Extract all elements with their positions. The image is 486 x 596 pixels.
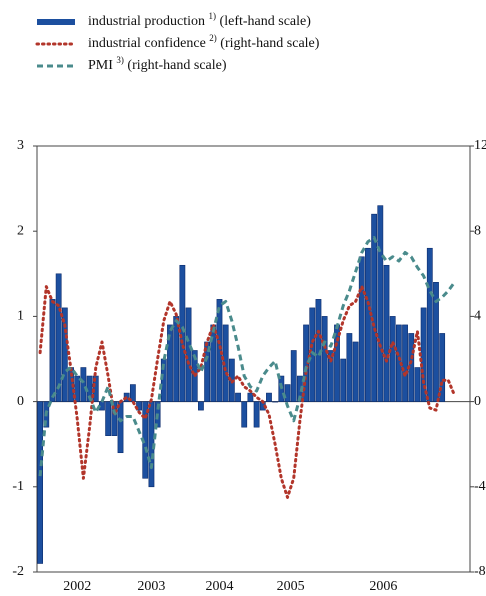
legend-label: PMI 3) (right-hand scale) bbox=[88, 55, 227, 73]
bar bbox=[266, 392, 272, 402]
legend-scale: (left-hand scale) bbox=[216, 14, 311, 29]
bar bbox=[105, 401, 112, 436]
legend-note: 3) bbox=[116, 55, 124, 65]
legend-note: 2) bbox=[209, 33, 217, 43]
bar bbox=[383, 264, 390, 402]
bar bbox=[253, 401, 260, 428]
bar bbox=[346, 333, 353, 402]
bar bbox=[173, 316, 180, 402]
bar bbox=[321, 316, 328, 402]
x-tick-label: 2003 bbox=[137, 579, 165, 594]
y2-tick-label: 12 bbox=[474, 138, 486, 153]
bar bbox=[402, 324, 408, 402]
bar bbox=[439, 333, 446, 402]
legend-note: 1) bbox=[209, 11, 217, 21]
legend-name: industrial confidence bbox=[88, 36, 209, 51]
plot-frame bbox=[36, 145, 471, 573]
bar bbox=[365, 247, 371, 402]
legend-swatch bbox=[37, 19, 75, 25]
x-tick-label: 2006 bbox=[369, 579, 397, 594]
bar bbox=[414, 367, 421, 402]
bar bbox=[80, 367, 87, 402]
bar bbox=[247, 392, 254, 402]
bar bbox=[272, 401, 279, 403]
bar bbox=[179, 264, 186, 402]
y-tick-label: 1 bbox=[17, 309, 24, 324]
y-tick-label: 0 bbox=[17, 394, 24, 409]
bar bbox=[358, 256, 365, 402]
legend-name: industrial production bbox=[88, 14, 209, 29]
y-tick-label: 3 bbox=[17, 138, 24, 153]
bar bbox=[327, 350, 334, 402]
y2-tick-label: 0 bbox=[474, 394, 481, 409]
bar bbox=[433, 282, 439, 402]
y-tick-label: -1 bbox=[12, 479, 24, 494]
y2-tick-label: 4 bbox=[474, 309, 481, 324]
bar bbox=[340, 358, 347, 402]
x-tick-label: 2005 bbox=[277, 579, 305, 594]
bar bbox=[37, 401, 43, 564]
bar bbox=[389, 316, 396, 402]
legend-name: PMI bbox=[88, 58, 116, 73]
bar bbox=[167, 324, 173, 402]
bar bbox=[352, 341, 359, 402]
bar bbox=[426, 247, 433, 402]
x-tick-label: 2002 bbox=[63, 579, 91, 594]
legend-scale: (right-hand scale) bbox=[217, 36, 320, 51]
bar bbox=[61, 307, 68, 402]
bar bbox=[185, 307, 192, 402]
bar bbox=[74, 375, 81, 402]
bar bbox=[371, 213, 378, 402]
y2-tick-label: 8 bbox=[474, 223, 481, 238]
bar bbox=[198, 401, 204, 411]
bar bbox=[55, 273, 62, 402]
legend-label: industrial confidence 2) (right-hand sca… bbox=[88, 33, 320, 51]
bar bbox=[235, 392, 241, 402]
y2-tick-label: -8 bbox=[474, 564, 486, 579]
bar bbox=[290, 350, 297, 402]
y-tick-label: -2 bbox=[12, 564, 24, 579]
legend-label: industrial production 1) (left-hand scal… bbox=[88, 11, 311, 29]
bar bbox=[377, 205, 384, 402]
y2-tick-label: -4 bbox=[474, 479, 486, 494]
bar bbox=[241, 401, 248, 428]
legend-scale: (right-hand scale) bbox=[124, 58, 227, 73]
bar bbox=[284, 384, 291, 402]
bar bbox=[49, 299, 56, 402]
series-line bbox=[38, 285, 456, 499]
series-line bbox=[38, 236, 456, 477]
bar bbox=[117, 401, 124, 454]
y-tick-label: 2 bbox=[17, 223, 24, 238]
bar bbox=[111, 401, 118, 436]
bar bbox=[216, 299, 223, 402]
bar bbox=[204, 341, 211, 402]
x-tick-label: 2004 bbox=[205, 579, 233, 594]
